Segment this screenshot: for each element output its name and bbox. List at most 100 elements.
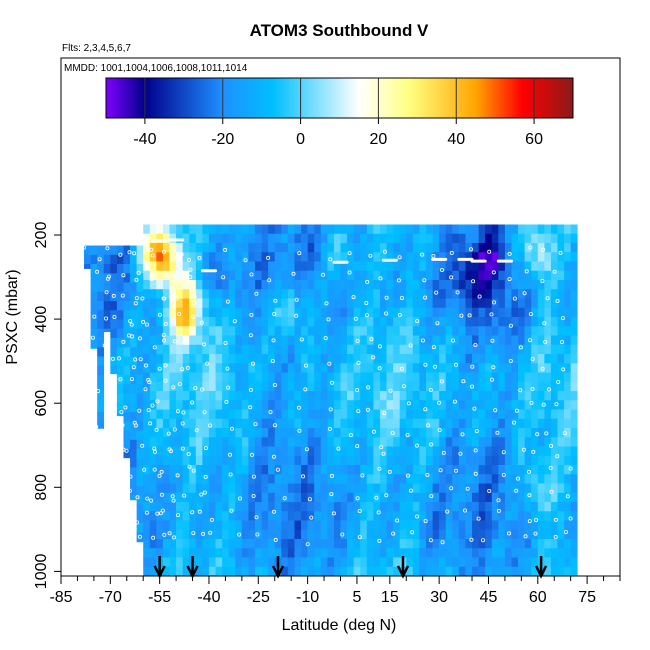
heatmap-cell — [340, 354, 348, 364]
heatmap-cell — [366, 326, 374, 336]
heatmap-cell — [518, 344, 525, 355]
heatmap-cell — [222, 224, 229, 235]
heatmap-cell — [511, 566, 519, 576]
heatmap-cell — [255, 557, 262, 568]
heatmap-cell — [366, 428, 374, 438]
sample-point — [147, 380, 152, 385]
heatmap-cell — [255, 437, 262, 447]
heatmap-cell — [228, 307, 236, 318]
heatmap-cell — [169, 418, 177, 429]
heatmap-cell — [386, 548, 394, 558]
heatmap-cell — [235, 511, 243, 521]
heatmap-cell — [274, 492, 282, 503]
heatmap-cell — [261, 298, 269, 309]
heatmap-cell — [320, 539, 328, 549]
sample-point — [150, 273, 155, 278]
heatmap-cell — [419, 520, 427, 531]
sample-point — [351, 295, 356, 300]
sample-point — [384, 311, 389, 316]
heatmap-cell — [333, 502, 341, 512]
sample-point — [185, 365, 190, 370]
heatmap-cell — [208, 474, 216, 484]
heatmap-cell — [531, 437, 539, 447]
sample-point — [541, 402, 546, 407]
heatmap-cell — [432, 224, 440, 235]
sample-points — [82, 238, 573, 547]
heatmap-cell — [458, 372, 466, 383]
heatmap-cell — [425, 446, 433, 457]
heatmap-cell — [149, 317, 157, 327]
sample-point — [202, 490, 207, 495]
heatmap-cell — [123, 375, 131, 385]
heatmap-cell — [570, 391, 578, 401]
sample-point — [227, 452, 232, 457]
heatmap-cell — [255, 279, 262, 290]
sample-point — [399, 366, 404, 371]
heatmap-cell — [287, 566, 295, 576]
sample-point — [397, 255, 402, 260]
sample-point — [406, 401, 411, 406]
heatmap-cell — [208, 502, 216, 512]
heatmap-cell — [103, 264, 111, 274]
heatmap-cell — [544, 261, 552, 272]
heatmap-cell — [557, 428, 565, 438]
heatmap-cell — [504, 520, 512, 531]
heatmap-cell — [182, 446, 190, 457]
heatmap-cell — [564, 511, 571, 521]
heatmap-cell — [478, 381, 486, 392]
heatmap-cell — [478, 437, 486, 447]
heatmap-cell — [261, 233, 269, 244]
heatmap-cell — [274, 372, 282, 383]
heatmap-cell — [320, 437, 328, 447]
heatmap-cell — [235, 381, 243, 392]
heatmap-cell — [123, 439, 131, 450]
heatmap-cell — [182, 428, 190, 438]
heatmap-cell — [248, 483, 256, 494]
heatmap-cell — [485, 326, 493, 336]
heatmap-cell — [307, 446, 315, 457]
heatmap-cell — [353, 529, 361, 540]
heatmap-cell — [327, 344, 335, 355]
heatmap-cell — [287, 335, 295, 346]
sample-point — [110, 356, 115, 361]
heatmap-cell — [301, 428, 308, 438]
heatmap-cell — [432, 279, 440, 290]
heatmap-cell — [189, 372, 197, 383]
heatmap-cell — [333, 492, 341, 503]
heatmap-cell — [458, 344, 466, 355]
sample-point — [172, 535, 177, 540]
heatmap-cell — [340, 566, 348, 576]
heatmap-cell — [274, 298, 282, 309]
heatmap-cell — [425, 344, 433, 355]
heatmap-cell — [419, 335, 427, 346]
heatmap-cell — [544, 289, 552, 299]
heatmap-cell — [524, 409, 532, 420]
heatmap-cell — [386, 391, 394, 401]
heatmap-cell — [412, 270, 420, 281]
heatmap-cell — [504, 298, 512, 309]
heatmap-cell — [241, 400, 249, 410]
sample-point — [143, 363, 148, 368]
heatmap-cell — [504, 548, 512, 558]
heatmap-cell — [222, 418, 229, 429]
heatmap-cell — [458, 261, 466, 272]
sample-point — [157, 366, 162, 371]
heatmap-cell — [248, 557, 256, 568]
sample-point — [355, 496, 360, 501]
heatmap-cell — [281, 474, 289, 484]
heatmap-cell — [393, 492, 400, 503]
heatmap-cell — [373, 298, 381, 309]
heatmap-cell — [156, 474, 164, 484]
heatmap-cell — [465, 261, 473, 272]
heatmap-cell — [360, 317, 368, 327]
heatmap-cell — [498, 529, 506, 540]
heatmap-cell — [432, 539, 440, 549]
heatmap-cell — [557, 418, 565, 429]
heatmap-cell — [406, 326, 414, 336]
heatmap-cell — [393, 539, 400, 549]
heatmap-cell — [524, 520, 532, 531]
heatmap-cell — [412, 520, 420, 531]
heatmap-cell — [268, 224, 276, 235]
heatmap-cell — [208, 455, 216, 466]
heatmap-cell — [189, 252, 197, 262]
